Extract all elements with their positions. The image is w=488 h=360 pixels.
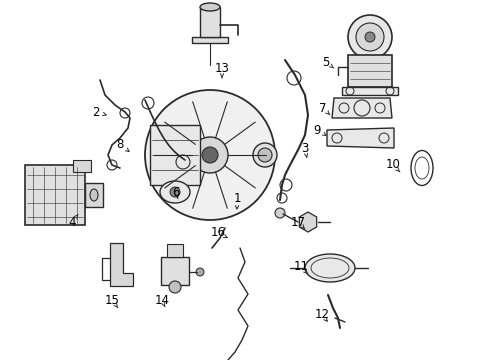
Circle shape <box>274 208 285 218</box>
Circle shape <box>258 148 271 162</box>
Ellipse shape <box>200 3 220 11</box>
Circle shape <box>252 143 276 167</box>
Polygon shape <box>110 243 133 286</box>
Text: 8: 8 <box>116 139 123 152</box>
Circle shape <box>355 23 383 51</box>
Text: 6: 6 <box>172 185 180 198</box>
Bar <box>200 7 220 37</box>
Bar <box>167 244 183 257</box>
Circle shape <box>192 137 227 173</box>
Ellipse shape <box>90 189 98 201</box>
Bar <box>161 257 189 285</box>
Text: 10: 10 <box>385 158 400 171</box>
Circle shape <box>196 268 203 276</box>
Text: 12: 12 <box>314 309 329 321</box>
Polygon shape <box>299 212 316 232</box>
Polygon shape <box>150 125 200 185</box>
Text: 17: 17 <box>290 216 305 229</box>
Text: 4: 4 <box>68 216 76 229</box>
Text: 1: 1 <box>233 192 240 204</box>
Ellipse shape <box>305 254 354 282</box>
Text: 16: 16 <box>210 226 225 239</box>
Circle shape <box>170 187 180 197</box>
Text: 14: 14 <box>154 293 169 306</box>
Bar <box>73 160 91 172</box>
Circle shape <box>145 90 274 220</box>
Polygon shape <box>341 87 397 95</box>
Text: 15: 15 <box>104 293 119 306</box>
Text: 3: 3 <box>301 141 308 154</box>
Polygon shape <box>192 37 227 43</box>
Bar <box>25 165 85 225</box>
Polygon shape <box>326 128 393 148</box>
Circle shape <box>364 32 374 42</box>
Text: 5: 5 <box>322 55 329 68</box>
Polygon shape <box>331 98 391 118</box>
Bar <box>85 183 103 207</box>
Text: 13: 13 <box>214 62 229 75</box>
Ellipse shape <box>160 181 190 203</box>
Circle shape <box>202 147 218 163</box>
Circle shape <box>347 15 391 59</box>
Bar <box>347 55 391 87</box>
Text: 2: 2 <box>92 105 100 118</box>
Circle shape <box>169 281 181 293</box>
Text: 7: 7 <box>319 102 326 114</box>
Text: 11: 11 <box>293 261 308 274</box>
Text: 9: 9 <box>313 123 320 136</box>
